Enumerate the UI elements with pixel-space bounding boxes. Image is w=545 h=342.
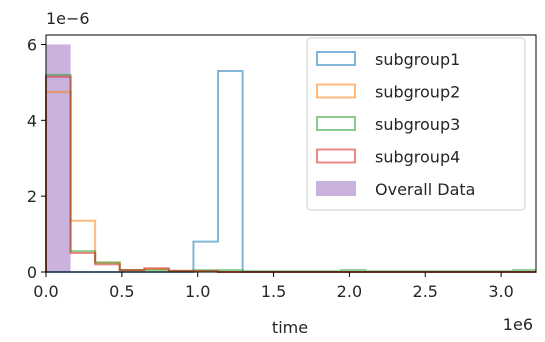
x-offset-label: 1e6 — [503, 315, 533, 334]
x-tick-label: 0.5 — [109, 282, 134, 301]
axes-frame — [45, 34, 537, 273]
legend-label: Overall Data — [375, 180, 475, 199]
legend-swatch — [316, 181, 356, 196]
legend-label: subgroup4 — [375, 148, 460, 167]
x-tick-label: 0.0 — [33, 282, 58, 301]
x-tick-label: 1.0 — [185, 282, 210, 301]
histogram-bar — [46, 44, 71, 273]
y-tick-label: 6 — [27, 35, 37, 54]
x-tick-label: 2.5 — [413, 282, 438, 301]
legend: subgroup1 subgroup2 subgroup3 subgroup4 Over… — [306, 37, 526, 211]
plot-clip-mask — [536, 33, 545, 274]
x-tick-label: 1.5 — [261, 282, 286, 301]
legend-label: subgroup2 — [375, 83, 460, 102]
legend-label: subgroup1 — [375, 50, 460, 69]
legend-swatch — [316, 83, 356, 99]
legend-box — [306, 37, 526, 211]
y-tick-label: 0 — [27, 263, 37, 282]
y-tick-label: 2 — [27, 187, 37, 206]
legend-swatch — [316, 148, 356, 164]
legend-swatch — [316, 51, 356, 66]
y-offset-label: 1e−6 — [46, 9, 90, 28]
x-axis-label: time — [272, 318, 308, 337]
legend-swatch — [316, 116, 356, 131]
y-tick-label: 4 — [27, 111, 37, 130]
legend-label: subgroup3 — [375, 115, 460, 134]
x-tick-label: 2.0 — [337, 282, 362, 301]
x-tick-label: 3.0 — [488, 282, 513, 301]
axes: 0.0 0.5 1.0 1.5 2.0 2.5 3.0 0 2 4 6 — [27, 34, 537, 301]
